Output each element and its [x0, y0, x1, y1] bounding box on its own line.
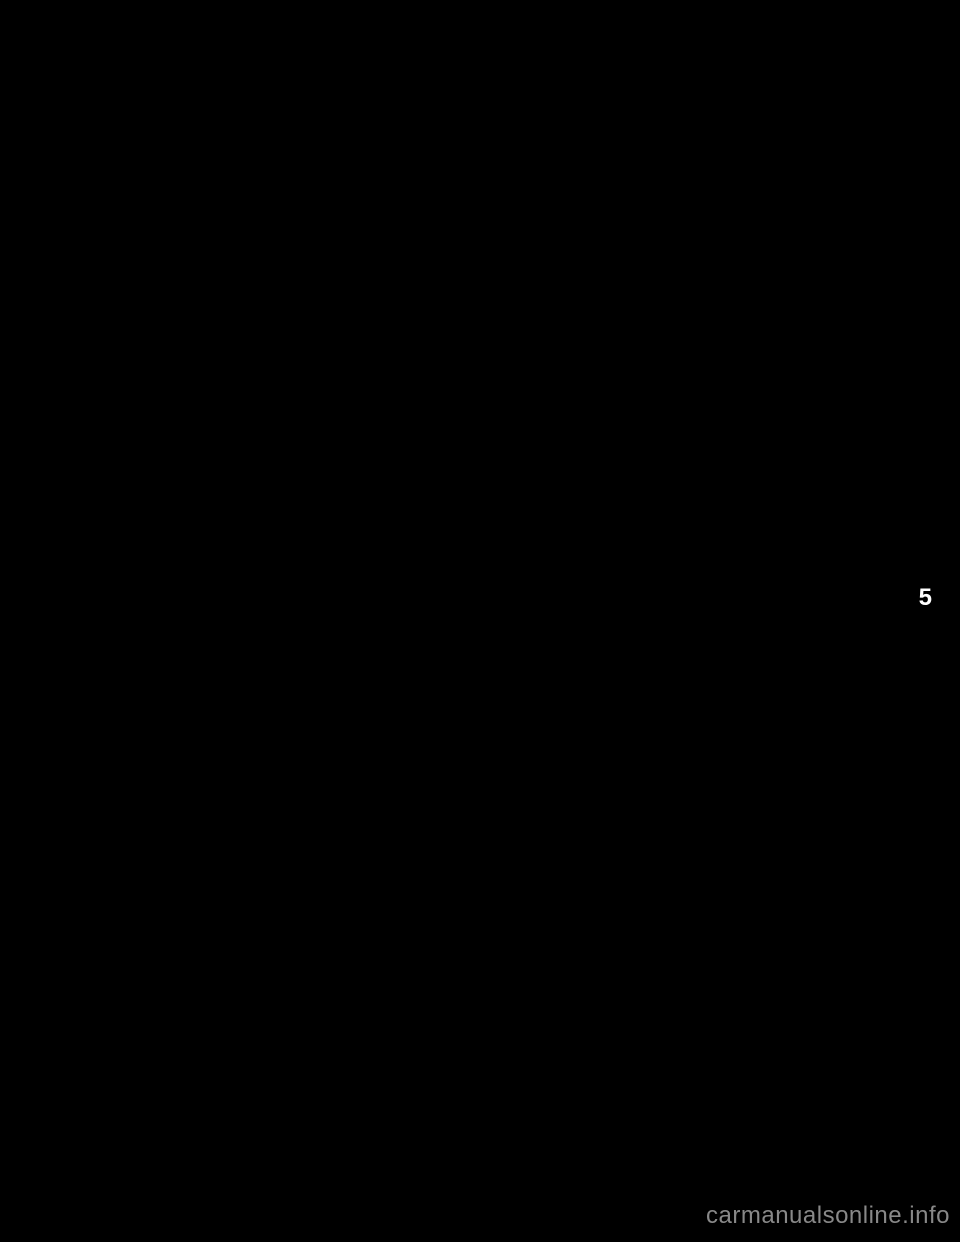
section-number: 5 — [919, 584, 932, 612]
watermark-text: carmanualsonline.info — [706, 1202, 950, 1230]
